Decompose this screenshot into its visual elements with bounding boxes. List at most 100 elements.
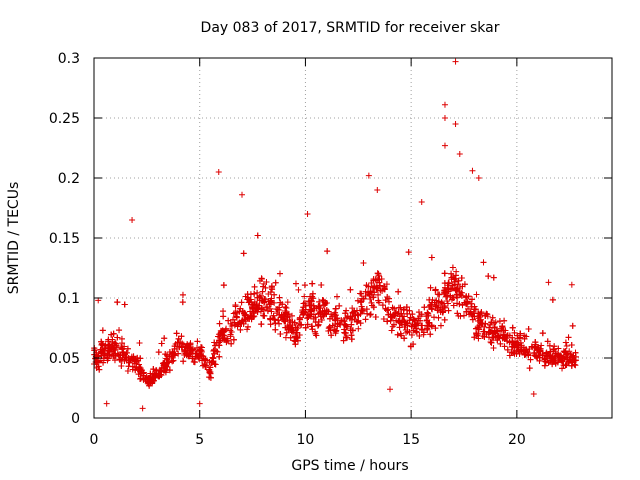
data-point — [527, 356, 534, 363]
data-point — [320, 297, 327, 304]
data-point — [367, 311, 374, 318]
data-point — [451, 278, 458, 285]
data-point — [403, 304, 410, 311]
data-point — [317, 311, 324, 318]
data-point — [316, 298, 323, 305]
data-point — [362, 316, 369, 323]
data-point — [375, 297, 382, 304]
data-point — [528, 343, 535, 350]
data-point — [365, 172, 372, 179]
data-point — [98, 338, 105, 345]
data-point — [464, 298, 471, 305]
data-point — [164, 356, 171, 363]
data-point — [244, 323, 251, 330]
x-tick-label: 5 — [195, 432, 204, 448]
data-point — [367, 288, 374, 295]
data-point — [394, 311, 401, 318]
data-point — [370, 304, 377, 311]
data-point — [158, 368, 165, 375]
y-tick-label: 0 — [71, 411, 80, 427]
data-point — [324, 248, 331, 255]
data-point — [116, 327, 123, 334]
data-point — [428, 322, 435, 329]
data-point — [200, 362, 207, 369]
data-point — [449, 282, 456, 289]
data-point — [235, 320, 242, 327]
data-point — [569, 322, 576, 329]
data-point — [388, 314, 395, 321]
data-point — [274, 306, 281, 313]
data-point — [355, 325, 362, 332]
data-point — [504, 346, 511, 353]
data-point — [212, 361, 219, 368]
data-point — [452, 121, 459, 127]
data-point — [401, 335, 408, 342]
data-point — [458, 275, 465, 282]
data-point — [100, 359, 107, 366]
data-point — [342, 330, 349, 337]
data-point — [340, 337, 347, 344]
data-point — [382, 305, 389, 312]
data-point — [368, 299, 375, 306]
data-point — [547, 348, 554, 355]
data-point — [166, 349, 173, 356]
data-point — [220, 313, 227, 320]
data-point — [400, 317, 407, 324]
data-point — [448, 270, 455, 277]
data-point — [416, 333, 423, 340]
data-point — [108, 353, 115, 360]
data-point — [114, 299, 121, 306]
data-point — [147, 375, 154, 382]
data-point — [140, 370, 147, 377]
data-point — [309, 323, 316, 330]
data-point — [196, 400, 203, 407]
data-point — [329, 322, 336, 329]
data-point — [227, 333, 234, 340]
data-point — [183, 351, 190, 358]
data-point — [214, 348, 221, 355]
data-point — [95, 358, 102, 365]
data-point — [288, 325, 295, 332]
data-point — [318, 281, 325, 288]
data-point — [106, 349, 113, 356]
data-point — [562, 339, 569, 346]
data-point — [279, 301, 286, 308]
data-point — [130, 356, 137, 363]
data-point — [304, 211, 311, 217]
data-point — [162, 369, 169, 376]
data-point — [238, 299, 245, 306]
data-point — [572, 357, 579, 364]
data-point — [216, 342, 223, 349]
data-point — [216, 320, 223, 327]
data-point — [272, 279, 279, 286]
data-point — [414, 320, 421, 327]
data-point — [454, 300, 461, 307]
data-point — [268, 283, 275, 290]
data-point — [240, 250, 247, 257]
data-point — [332, 309, 339, 316]
data-point — [394, 331, 401, 338]
data-point — [441, 270, 448, 277]
data-point — [172, 352, 179, 359]
data-point — [539, 330, 546, 337]
data-point — [371, 289, 378, 296]
data-point — [288, 312, 295, 319]
data-point — [391, 312, 398, 319]
data-point — [110, 340, 117, 347]
data-point — [244, 326, 251, 333]
data-point — [342, 334, 349, 341]
x-axis-label: GPS time / hours — [291, 458, 408, 474]
data-point — [382, 297, 389, 304]
data-point — [472, 306, 479, 313]
data-point — [282, 310, 289, 317]
data-point — [306, 302, 313, 309]
data-point — [423, 313, 430, 320]
data-point — [220, 282, 227, 289]
data-point — [404, 320, 411, 327]
data-point — [384, 318, 391, 325]
data-point — [454, 310, 461, 317]
data-point — [309, 280, 316, 287]
data-point — [163, 355, 170, 362]
data-point — [349, 309, 356, 316]
